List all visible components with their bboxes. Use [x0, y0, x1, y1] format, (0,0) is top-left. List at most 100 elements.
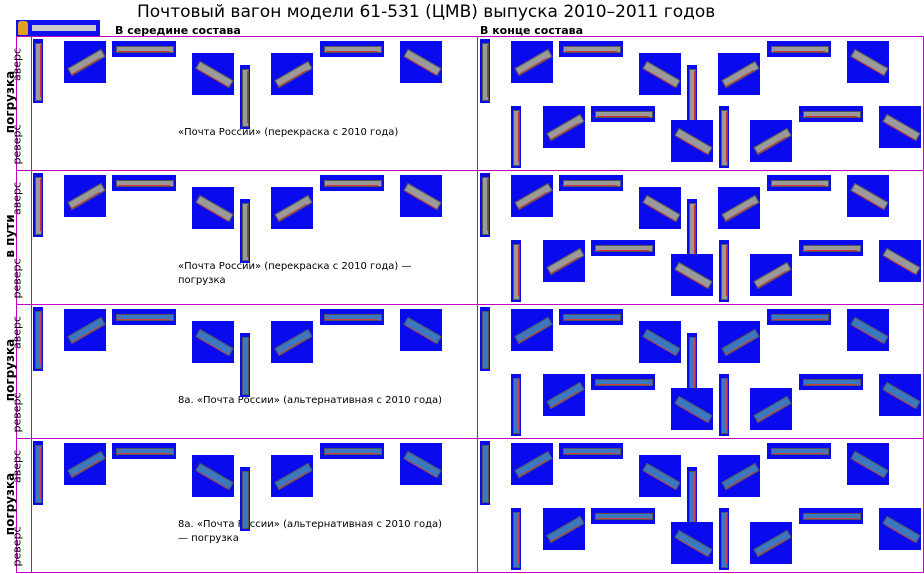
- wagon-sprite: [559, 41, 623, 57]
- wagon-sprite: [33, 39, 43, 103]
- wagon-sprite: [879, 374, 921, 416]
- wagon-sprite: [719, 508, 729, 570]
- wagon-sprite: [320, 175, 384, 191]
- wagon-sprite: [639, 187, 681, 229]
- wagon-sprite: [559, 443, 623, 459]
- wagon-sprite: [112, 443, 176, 459]
- wagon-sprite: [879, 508, 921, 550]
- wagon-sprite: [543, 374, 585, 416]
- wagon-sprite: [271, 455, 313, 497]
- wagon-sprite: [271, 321, 313, 363]
- wagon-sprite: [543, 508, 585, 550]
- wagon-sprite: [112, 309, 176, 325]
- wagon-sprite: [33, 307, 43, 371]
- row-caption: «Почта России» (перекраска с 2010 года): [178, 127, 399, 138]
- wagon-sprite: [511, 443, 553, 485]
- wagon-sprite: [559, 309, 623, 325]
- wagon-sprite: [271, 187, 313, 229]
- grid-line-v: [16, 36, 17, 573]
- wagon-sprite: [192, 187, 234, 229]
- wagon-sprite: [240, 333, 250, 397]
- wagon-sprite: [767, 175, 831, 191]
- wagon-sprite: [64, 443, 106, 485]
- grid-line-h: [16, 170, 923, 171]
- grid-line-v: [477, 36, 478, 573]
- page-title: Почтовый вагон модели 61-531 (ЦМВ) выпус…: [137, 2, 716, 22]
- wagon-sprite: [511, 508, 521, 570]
- wagon-sprite: [847, 41, 889, 83]
- wagon-sprite: [112, 175, 176, 191]
- wagon-sprite: [64, 309, 106, 351]
- logo: [16, 20, 100, 36]
- wagon-sprite: [192, 455, 234, 497]
- wagon-sprite: [847, 175, 889, 217]
- wagon-sprite: [320, 309, 384, 325]
- wagon-sprite: [639, 455, 681, 497]
- wagon-sprite: [847, 309, 889, 351]
- row-sub-label-revers: реверс: [10, 526, 24, 567]
- wagon-sprite: [639, 53, 681, 95]
- wagon-sprite: [750, 254, 792, 296]
- wagon-sprite: [511, 240, 521, 302]
- wagon-sprite: [543, 240, 585, 282]
- wagon-sprite: [511, 106, 521, 168]
- wagon-sprite: [240, 467, 250, 531]
- wagon-sprite: [543, 106, 585, 148]
- wagon-sprite: [718, 321, 760, 363]
- wagon-sprite: [320, 41, 384, 57]
- wagon-sprite: [480, 39, 490, 103]
- wagon-sprite: [591, 508, 655, 524]
- wagon-sprite: [480, 441, 490, 505]
- wagon-sprite: [750, 388, 792, 430]
- wagon-sprite: [591, 106, 655, 122]
- wagon-sprite: [750, 522, 792, 564]
- wagon-sprite: [320, 443, 384, 459]
- wagon-sprite: [480, 173, 490, 237]
- wagon-sprite: [767, 41, 831, 57]
- wagon-sprite: [559, 175, 623, 191]
- wagon-sprite: [671, 120, 713, 162]
- grid-line-v: [31, 36, 32, 573]
- wagon-sprite: [799, 106, 863, 122]
- wagon-sprite: [671, 254, 713, 296]
- wagon-sprite: [240, 65, 250, 129]
- wagon-sprite: [639, 321, 681, 363]
- grid-line-h: [16, 304, 923, 305]
- wagon-sprite: [718, 455, 760, 497]
- wagon-sprite: [400, 175, 442, 217]
- wagon-sprite: [400, 443, 442, 485]
- wagon-sprite: [511, 175, 553, 217]
- wagon-sprite: [511, 309, 553, 351]
- wagon-sprite: [879, 106, 921, 148]
- row-sub-label-revers: реверс: [10, 124, 24, 165]
- wagon-sprite: [192, 53, 234, 95]
- wagon-sprite: [767, 309, 831, 325]
- wagon-sprite: [511, 41, 553, 83]
- wagon-sprite: [400, 41, 442, 83]
- wagon-sprite: [591, 240, 655, 256]
- wagon-sprite: [400, 309, 442, 351]
- wagon-sprite: [799, 240, 863, 256]
- wagon-sprite: [799, 508, 863, 524]
- wagon-sprite: [879, 240, 921, 282]
- wagon-sprite: [33, 173, 43, 237]
- row-sub-label-revers: реверс: [10, 392, 24, 433]
- row-caption: «Почта России» (перекраска с 2010 года) …: [178, 261, 412, 286]
- wagon-sprite: [671, 522, 713, 564]
- wagon-sprite: [480, 307, 490, 371]
- wagon-sprite: [64, 41, 106, 83]
- row-sub-label-avers: аверс: [10, 47, 24, 82]
- wagon-sprite: [750, 120, 792, 162]
- row-sub-label-avers: аверс: [10, 181, 24, 216]
- grid-line-h: [16, 572, 923, 573]
- wagon-sprite: [671, 388, 713, 430]
- wagon-sprite: [799, 374, 863, 390]
- wagon-sprite: [767, 443, 831, 459]
- wagon-sprite: [718, 187, 760, 229]
- wagon-sprite: [719, 240, 729, 302]
- wagon-sprite: [64, 175, 106, 217]
- wagon-sprite: [591, 374, 655, 390]
- wagon-sprite: [719, 374, 729, 436]
- wagon-sprite: [847, 443, 889, 485]
- wagon-sprite: [271, 53, 313, 95]
